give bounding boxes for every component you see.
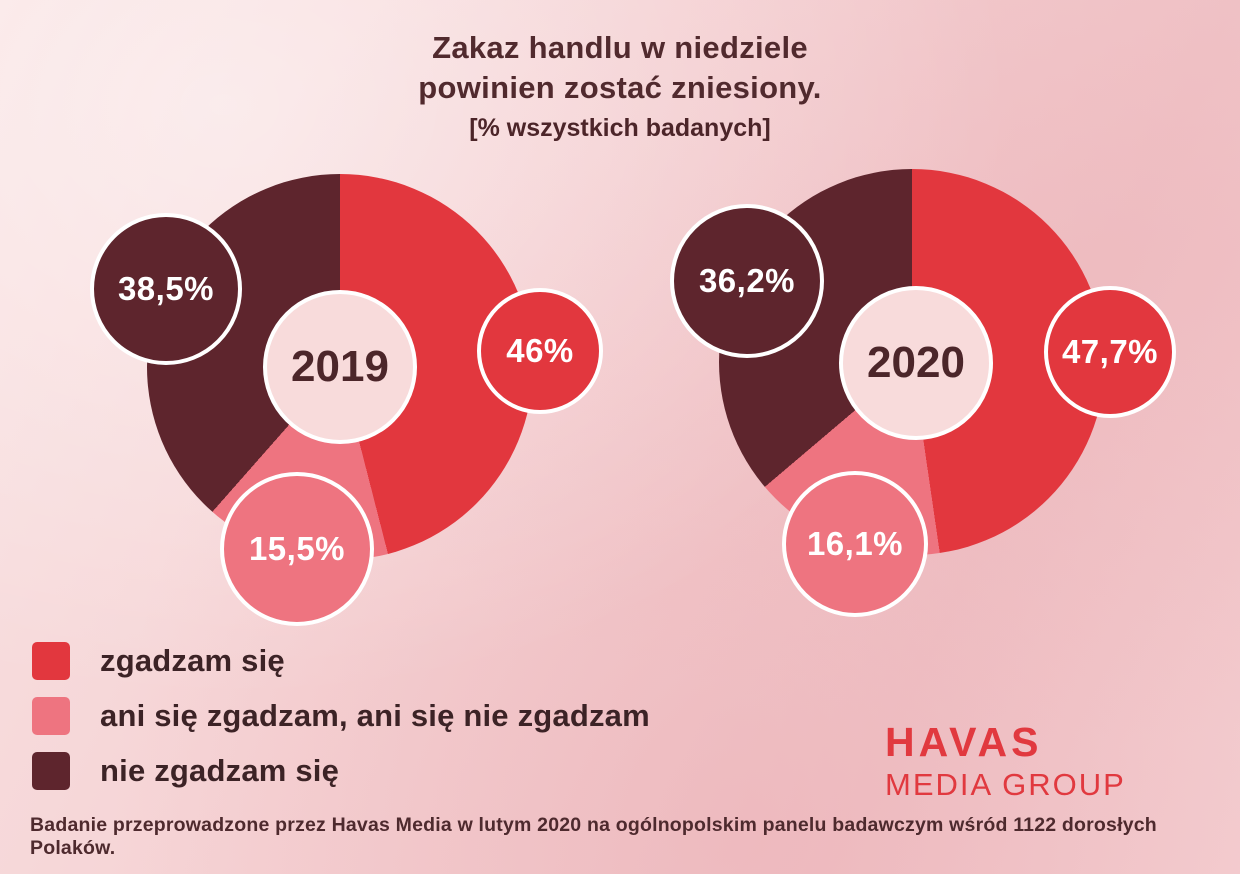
callout-disagree-2019: 38,5%: [90, 213, 242, 365]
donut-year-label-2019: 2019: [291, 342, 389, 391]
page-title-line2: powinien zostać zniesiony.: [418, 69, 822, 105]
legend-swatch-neither: [32, 697, 70, 735]
donut-year-label-2020: 2020: [867, 338, 965, 387]
callout-disagree-2020: 36,2%: [670, 204, 824, 358]
legend-swatch-disagree: [32, 752, 70, 790]
havas-media-group-logo: HAVAS MEDIA GROUP: [885, 722, 1175, 803]
callout-neither-value-2020: 16,1%: [806, 525, 904, 562]
legend-label-disagree: nie zgadzam się: [100, 753, 340, 788]
legend-item-disagree: nie zgadzam się: [32, 752, 650, 790]
callout-agree-value-2019: 46%: [506, 332, 574, 369]
callout-agree-2019: 46%: [477, 288, 603, 414]
page-subtitle: [% wszystkich badanych]: [469, 114, 771, 143]
legend-swatch-agree: [32, 642, 70, 680]
donut-center-2020: 2020: [839, 286, 993, 440]
callout-neither-2020: 16,1%: [782, 471, 928, 617]
logo-havas-text: HAVAS: [885, 719, 1043, 765]
footer-note: Badanie przeprowadzone przez Havas Media…: [30, 814, 1157, 859]
page-title-line1: Zakaz handlu w niedziele: [432, 30, 808, 65]
legend-label-agree: zgadzam się: [100, 643, 285, 678]
legend-label-neither: ani się zgadzam, ani się nie zgadzam: [100, 698, 650, 733]
callout-neither-2019: 15,5%: [220, 472, 374, 626]
donut-center-2019: 2019: [263, 290, 417, 444]
callout-disagree-value-2020: 36,2%: [698, 262, 796, 299]
callout-neither-value-2019: 15,5%: [248, 530, 346, 567]
legend-item-neither: ani się zgadzam, ani się nie zgadzam: [32, 697, 650, 735]
callout-agree-value-2020: 47,7%: [1061, 333, 1159, 370]
callout-agree-2020: 47,7%: [1044, 286, 1176, 418]
callout-disagree-value-2019: 38,5%: [117, 270, 215, 307]
legend: zgadzam się ani się zgadzam, ani się nie…: [32, 642, 650, 790]
legend-item-agree: zgadzam się: [32, 642, 650, 680]
logo-media-group-text: MEDIA GROUP: [885, 767, 1126, 802]
title-block: Zakaz handlu w niedziele powinien zostać…: [0, 28, 1240, 143]
